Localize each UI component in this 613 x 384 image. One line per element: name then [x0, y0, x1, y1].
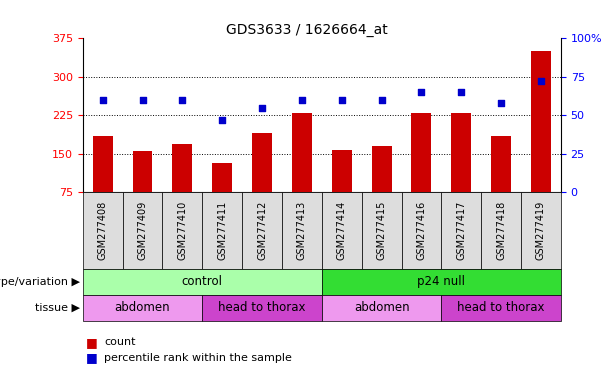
Text: ■: ■	[86, 351, 97, 364]
Text: control: control	[182, 275, 223, 288]
Text: count: count	[104, 337, 135, 347]
Bar	[292, 113, 312, 192]
Text: head to thorax: head to thorax	[457, 301, 545, 314]
Bar	[332, 149, 352, 192]
Text: GSM277417: GSM277417	[456, 201, 466, 260]
Point	[417, 89, 427, 95]
Point	[297, 97, 307, 103]
Bar	[451, 113, 471, 192]
Text: GSM277418: GSM277418	[496, 201, 506, 260]
Text: abdomen: abdomen	[354, 301, 409, 314]
Text: GSM277408: GSM277408	[97, 201, 108, 260]
Point	[456, 89, 466, 95]
Text: GSM277410: GSM277410	[177, 201, 188, 260]
Text: GSM277414: GSM277414	[337, 201, 347, 260]
Text: p24 null: p24 null	[417, 275, 465, 288]
Text: abdomen: abdomen	[115, 301, 170, 314]
Text: GSM277412: GSM277412	[257, 201, 267, 260]
Point	[376, 97, 386, 103]
Bar	[252, 133, 272, 192]
Point	[497, 100, 506, 106]
Bar	[132, 151, 153, 192]
Text: GSM277411: GSM277411	[217, 201, 227, 260]
Point	[98, 97, 108, 103]
Bar	[172, 144, 192, 192]
Text: ■: ■	[86, 336, 97, 349]
Text: tissue ▶: tissue ▶	[35, 303, 80, 313]
Point	[257, 104, 267, 111]
Text: GSM277413: GSM277413	[297, 201, 307, 260]
Point	[337, 97, 347, 103]
Point	[178, 97, 188, 103]
Text: GSM277419: GSM277419	[536, 201, 546, 260]
Bar	[411, 113, 432, 192]
Text: GSM277409: GSM277409	[137, 201, 148, 260]
Text: GSM277415: GSM277415	[376, 201, 387, 260]
Bar	[531, 51, 551, 192]
Text: head to thorax: head to thorax	[218, 301, 306, 314]
Bar	[212, 163, 232, 192]
Point	[218, 117, 227, 123]
Text: GSM277416: GSM277416	[416, 201, 427, 260]
Bar	[371, 146, 392, 192]
Bar	[491, 136, 511, 192]
Text: percentile rank within the sample: percentile rank within the sample	[104, 353, 292, 362]
Point	[137, 97, 148, 103]
Bar	[93, 136, 113, 192]
Text: GDS3633 / 1626664_at: GDS3633 / 1626664_at	[226, 23, 387, 37]
Point	[536, 78, 546, 84]
Text: genotype/variation ▶: genotype/variation ▶	[0, 277, 80, 287]
